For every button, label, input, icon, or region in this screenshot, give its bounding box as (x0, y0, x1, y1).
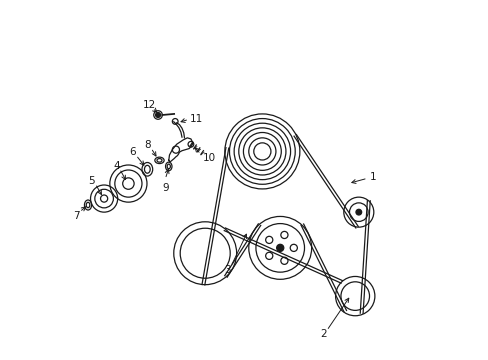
Text: 11: 11 (190, 114, 203, 124)
Text: 9: 9 (162, 183, 168, 193)
Text: 7: 7 (73, 211, 80, 221)
Text: 12: 12 (142, 100, 156, 110)
Text: 5: 5 (88, 176, 95, 186)
Text: 4: 4 (113, 161, 120, 171)
Circle shape (276, 244, 283, 251)
Text: 10: 10 (202, 153, 215, 163)
Text: 2: 2 (319, 329, 325, 339)
Circle shape (155, 112, 160, 117)
Circle shape (355, 209, 361, 215)
Text: 6: 6 (129, 147, 136, 157)
Text: 8: 8 (144, 140, 151, 150)
Text: 1: 1 (369, 172, 376, 182)
Text: 3: 3 (224, 265, 230, 275)
